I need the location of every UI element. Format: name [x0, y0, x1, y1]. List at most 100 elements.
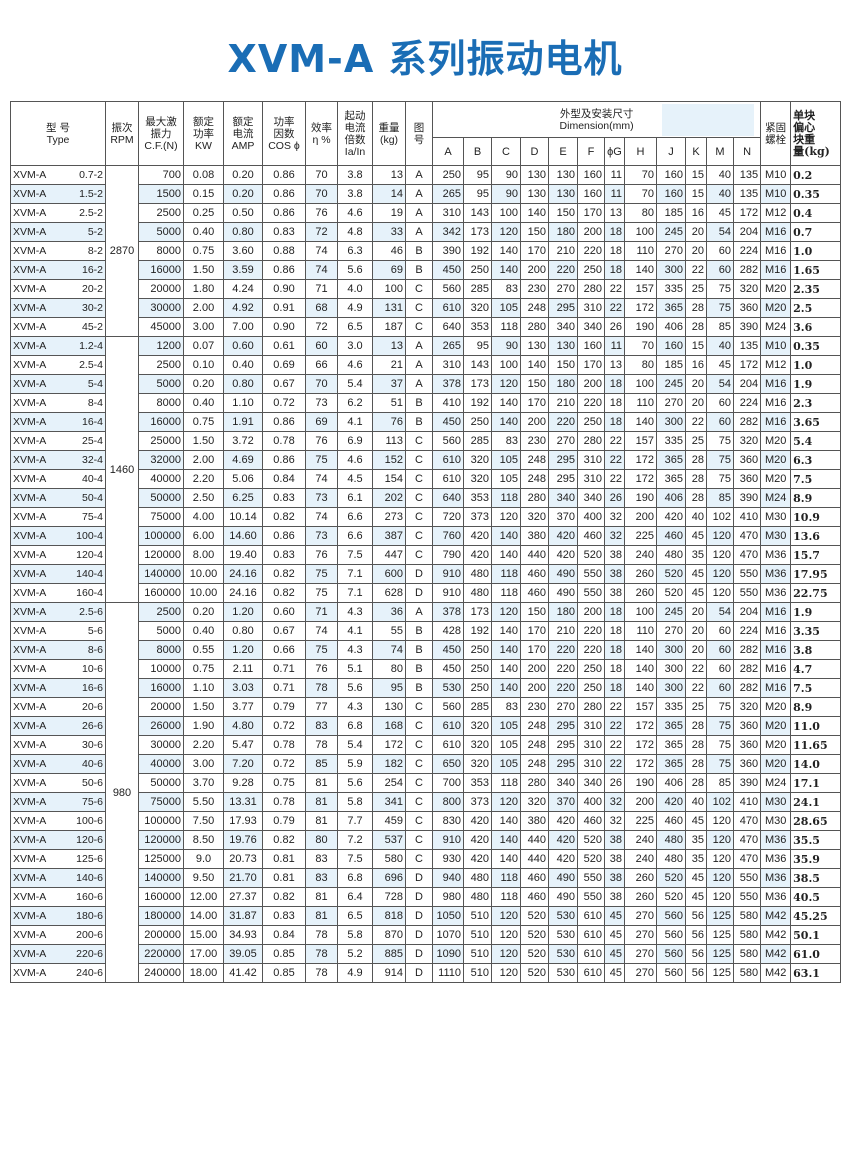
- dim-n-cell: 550: [732, 887, 762, 907]
- bolt-cell: M16: [760, 393, 792, 413]
- kg-cell: 447: [372, 545, 406, 565]
- model-cell: XVM-A 160-4: [10, 583, 106, 603]
- model-cell: XVM-A 5-2: [10, 222, 106, 242]
- dim-c-cell: 105: [491, 754, 521, 774]
- bolt-cell: M16: [760, 659, 792, 679]
- bolt-cell: M16: [760, 678, 792, 698]
- dim-k-cell: 16: [685, 355, 707, 375]
- kw-cell: 0.15: [183, 184, 224, 204]
- eta-cell: 68: [305, 298, 338, 318]
- eta-cell: 70: [305, 184, 338, 204]
- dim-n-cell: 390: [732, 488, 762, 508]
- dim-k-cell: 28: [685, 317, 707, 337]
- kw-cell: 1.90: [183, 716, 224, 736]
- cf-cell: 16000: [138, 412, 184, 432]
- table-row: XVM-A 1.5-2 1500 0.15 0.20 0.86 70 3.8 14 A 265 95 9…: [10, 184, 842, 204]
- dim-m-cell: 45: [706, 203, 734, 223]
- fig-cell: A: [405, 602, 433, 622]
- fig-cell: B: [405, 640, 433, 660]
- dim-g-cell: 11: [604, 165, 625, 185]
- dim-a-cell: 450: [432, 640, 464, 660]
- dim-b-cell: 320: [463, 716, 492, 736]
- model-size: 45-2: [81, 321, 103, 333]
- amp-cell: 1.20: [223, 640, 263, 660]
- dim-b-cell: 373: [463, 792, 492, 812]
- dim-f-cell: 170: [577, 203, 605, 223]
- model-cell: XVM-A 16-2: [10, 260, 106, 280]
- model-size: 40-6: [81, 758, 103, 770]
- dim-k-cell: 22: [685, 678, 707, 698]
- dim-n-cell: 360: [732, 716, 762, 736]
- model-size: 32-4: [81, 454, 103, 466]
- model-cell: XVM-A 1.2-4: [10, 336, 106, 356]
- kg-cell: 55: [372, 621, 406, 641]
- bolt-cell: M10: [760, 336, 792, 356]
- fig-cell: A: [405, 374, 433, 394]
- model-series: XVM-A: [13, 758, 47, 770]
- eta-cell: 76: [305, 659, 338, 679]
- amp-cell: 10.14: [223, 507, 263, 527]
- kg-cell: 33: [372, 222, 406, 242]
- model-size: 220-6: [76, 948, 103, 960]
- amp-cell: 39.05: [223, 944, 263, 964]
- header-bolt-line: 螺栓: [765, 133, 787, 146]
- dim-j-cell: 335: [656, 697, 686, 717]
- dim-a-cell: 428: [432, 621, 464, 641]
- kw-cell: 0.20: [183, 602, 224, 622]
- header-dim-9: K: [685, 137, 707, 166]
- model-series: XVM-A: [13, 397, 47, 409]
- dim-e-cell: 130: [548, 165, 578, 185]
- kg-cell: 818: [372, 906, 406, 926]
- model-cell: XVM-A 220-6: [10, 944, 106, 964]
- cos-cell: 0.82: [262, 507, 306, 527]
- model-size: 120-4: [76, 549, 103, 561]
- model-size: 26-6: [81, 720, 103, 732]
- dim-d-cell: 230: [520, 697, 549, 717]
- cos-cell: 0.78: [262, 735, 306, 755]
- dim-n-cell: 470: [732, 849, 762, 869]
- cos-cell: 0.79: [262, 697, 306, 717]
- header-type-line: Type: [46, 133, 70, 146]
- weight-cell: 4.7: [790, 659, 842, 679]
- table-row: XVM-A 160-6 160000 12.00 27.37 0.82 81 6.4 728 D 9…: [10, 887, 842, 907]
- model-size: 180-6: [76, 910, 103, 922]
- bolt-cell: M24: [760, 317, 792, 337]
- dim-f-cell: 160: [577, 165, 605, 185]
- dim-d-cell: 230: [520, 431, 549, 451]
- ia-cell: 5.8: [337, 925, 373, 945]
- dim-k-cell: 15: [685, 184, 707, 204]
- dim-b-cell: 250: [463, 678, 492, 698]
- rpm-cell: 1460: [105, 336, 139, 603]
- header-dimension-line: Dimension(mm): [559, 119, 634, 132]
- dim-a-cell: 265: [432, 184, 464, 204]
- dim-h-cell: 100: [624, 602, 657, 622]
- dim-h-cell: 240: [624, 545, 657, 565]
- dim-n-cell: 580: [732, 925, 762, 945]
- cf-cell: 45000: [138, 317, 184, 337]
- eta-cell: 83: [305, 716, 338, 736]
- model-cell: XVM-A 0.7-2: [10, 165, 106, 185]
- kw-cell: 8.00: [183, 545, 224, 565]
- dim-g-cell: 32: [604, 526, 625, 546]
- model-size: 2.5-6: [79, 606, 103, 618]
- eta-cell: 81: [305, 887, 338, 907]
- dim-k-cell: 45: [685, 564, 707, 584]
- table-row: XVM-A 100-4 100000 6.00 14.60 0.86 73 6.6 387 C 76…: [10, 526, 842, 546]
- dim-k-cell: 22: [685, 659, 707, 679]
- dim-d-cell: 170: [520, 241, 549, 261]
- dim-b-cell: 285: [463, 697, 492, 717]
- weight-cell: 8.9: [790, 697, 842, 717]
- model-series: XVM-A: [13, 226, 47, 238]
- model-series: XVM-A: [13, 435, 47, 447]
- dim-c-cell: 100: [491, 355, 521, 375]
- weight-cell: 35.9: [790, 849, 842, 869]
- kg-cell: 459: [372, 811, 406, 831]
- model-series: XVM-A: [13, 739, 47, 751]
- eta-cell: 72: [305, 222, 338, 242]
- kw-cell: 12.00: [183, 887, 224, 907]
- ia-cell: 5.6: [337, 678, 373, 698]
- dim-j-cell: 300: [656, 678, 686, 698]
- dim-b-cell: 510: [463, 906, 492, 926]
- model-size: 100-4: [76, 530, 103, 542]
- dim-b-cell: 173: [463, 374, 492, 394]
